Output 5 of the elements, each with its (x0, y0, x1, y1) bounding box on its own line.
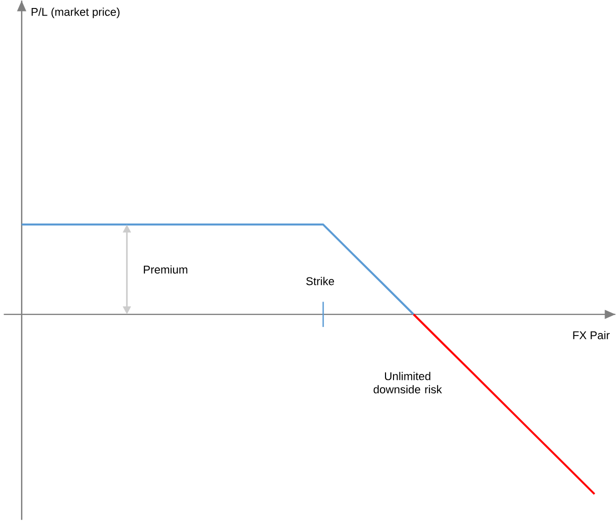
annotation: Strike (306, 277, 334, 286)
text: P/L (market price) (32, 8, 120, 18)
annotation: Premium (144, 266, 188, 274)
x-axis-title: FX Pair (573, 331, 610, 340)
annotation: Unlimited downside risk (374, 372, 442, 394)
